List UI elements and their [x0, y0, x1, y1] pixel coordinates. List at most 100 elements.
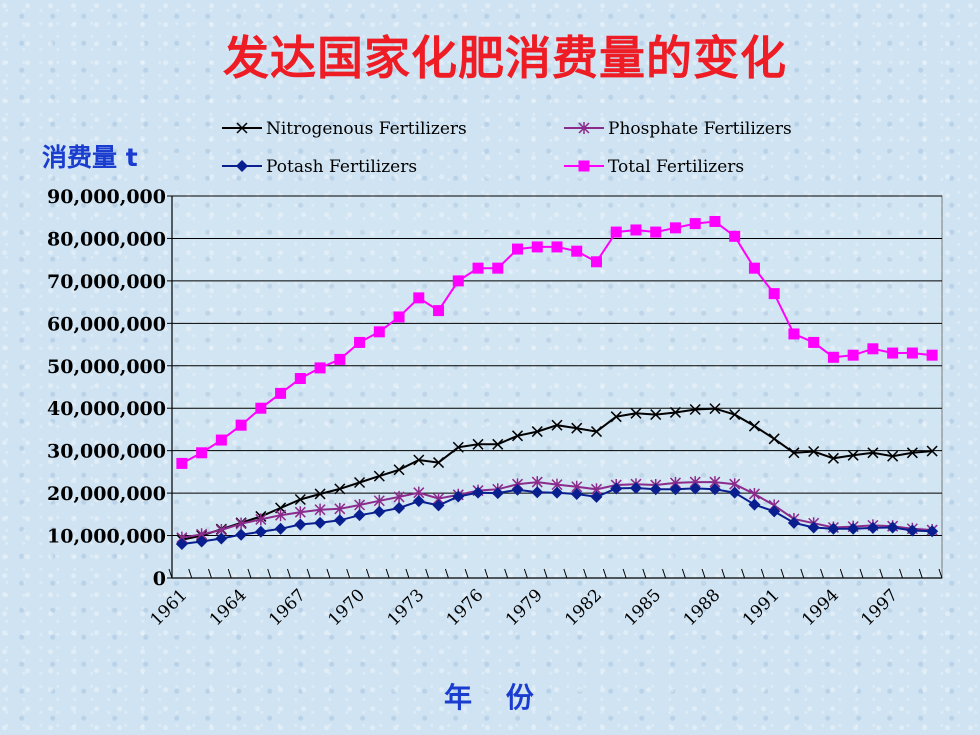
series-potash [175, 482, 939, 551]
data-point [748, 420, 760, 432]
x-tick-mark [464, 568, 469, 579]
data-point [274, 522, 287, 535]
data-point [748, 262, 760, 274]
data-point [729, 409, 741, 421]
data-point [551, 419, 563, 431]
data-point [531, 426, 543, 438]
data-point [847, 449, 859, 461]
data-point [294, 493, 306, 506]
data-point [373, 326, 385, 338]
x-tick-mark [208, 568, 212, 579]
data-point [650, 409, 662, 421]
data-point [413, 292, 425, 304]
data-point [669, 222, 681, 234]
legend-marker [578, 160, 590, 172]
x-tick-label: 1961 [147, 585, 192, 630]
x-tick-mark [622, 568, 627, 579]
x-tick-label: 1994 [798, 585, 843, 630]
data-point [827, 351, 839, 363]
data-point [571, 245, 583, 257]
data-point [886, 521, 899, 534]
data-point [393, 501, 406, 514]
y-axis-label: 消费量 t [42, 143, 138, 172]
y-tick-label: 80,000,000 [47, 228, 166, 250]
data-point [650, 226, 662, 238]
data-point [393, 490, 405, 503]
x-tick-mark [602, 568, 607, 579]
legend-marker [578, 122, 590, 134]
data-point [887, 450, 899, 462]
data-point [393, 464, 405, 476]
data-point [492, 262, 504, 274]
x-tick-mark [642, 568, 647, 579]
data-point [354, 476, 366, 489]
data-point [768, 433, 780, 445]
data-point [294, 373, 306, 385]
x-tick-mark [504, 568, 509, 579]
x-tick-mark [760, 568, 765, 579]
data-point [748, 498, 761, 511]
x-tick-mark [839, 568, 844, 579]
data-point [926, 349, 938, 361]
x-tick-label: 1973 [384, 585, 429, 630]
data-point [787, 516, 800, 529]
data-point [275, 387, 287, 399]
y-tick-label: 30,000,000 [47, 441, 166, 463]
legend-label: Nitrogenous Fertilizers [266, 119, 467, 139]
x-tick-mark [543, 568, 548, 579]
x-tick-mark [701, 568, 706, 579]
data-point [373, 494, 385, 507]
data-point [590, 490, 603, 503]
data-point [867, 447, 879, 459]
x-tick-label: 1985 [621, 585, 666, 630]
y-tick-label: 10,000,000 [47, 526, 166, 548]
data-point [215, 532, 228, 545]
x-tick-mark [563, 568, 568, 579]
x-axis-label: 年 份 [444, 681, 546, 714]
data-point [511, 430, 524, 442]
data-point [531, 241, 543, 253]
data-point [195, 535, 208, 548]
data-point [492, 438, 504, 450]
data-point [669, 483, 682, 496]
data-point [847, 522, 860, 535]
data-point [393, 311, 405, 323]
data-point [235, 528, 248, 541]
x-tick-mark [267, 568, 272, 579]
data-point [255, 513, 267, 526]
x-tick-mark [780, 568, 785, 579]
x-tick-mark [484, 568, 489, 579]
x-tick-mark [346, 568, 351, 579]
y-tick-label: 0 [153, 568, 166, 590]
x-tick-mark [918, 568, 923, 579]
data-point [354, 336, 366, 348]
x-tick-mark [820, 568, 825, 579]
data-point [590, 256, 602, 268]
y-tick-label: 90,000,000 [47, 186, 166, 208]
y-tick-label: 50,000,000 [47, 356, 166, 378]
x-tick-mark [168, 568, 173, 579]
data-point [196, 447, 208, 459]
x-tick-mark [721, 568, 726, 579]
data-point [610, 226, 622, 238]
y-tick-label: 60,000,000 [47, 313, 166, 335]
data-point [452, 275, 464, 287]
data-point [689, 482, 702, 495]
data-point [551, 241, 563, 253]
data-point [176, 457, 188, 469]
data-point [334, 483, 346, 495]
x-tick-label: 1982 [561, 585, 606, 630]
data-point [808, 445, 820, 458]
data-point [629, 482, 642, 495]
x-tick-mark [227, 568, 232, 579]
data-point [531, 486, 544, 499]
legend-label: Potash Fertilizers [266, 157, 417, 177]
data-point [491, 487, 504, 500]
x-tick-mark [938, 568, 943, 579]
data-point [610, 482, 623, 495]
data-point [373, 505, 386, 518]
data-point [412, 495, 425, 508]
x-tick-mark [741, 568, 746, 579]
data-point [669, 406, 681, 418]
data-point [294, 506, 306, 519]
